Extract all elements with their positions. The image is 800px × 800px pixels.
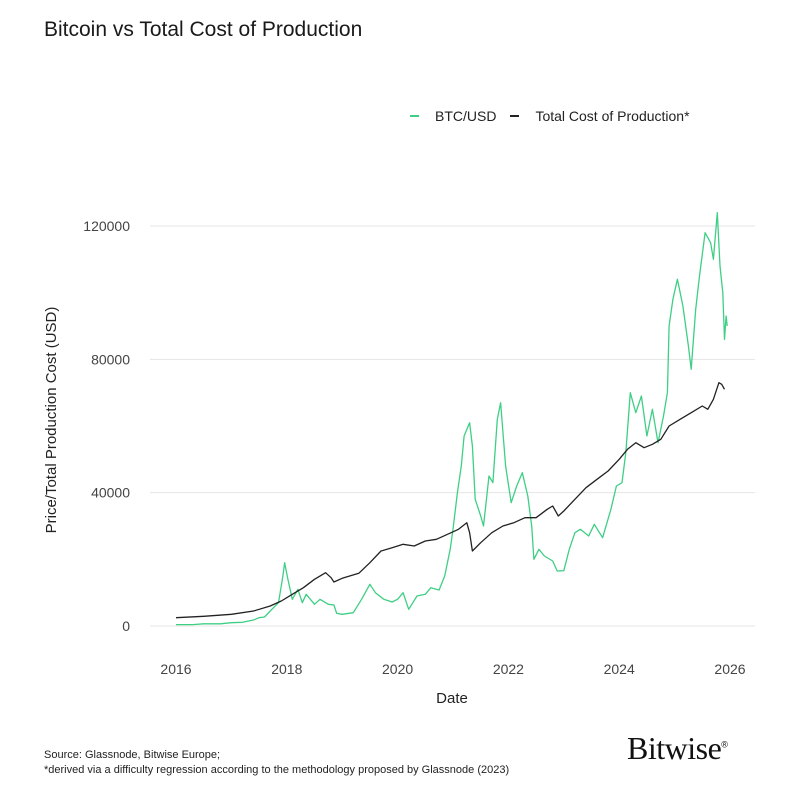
y-tick-label: 120000 xyxy=(83,218,130,234)
legend-swatch-cost xyxy=(510,115,520,117)
y-tick-label: 0 xyxy=(122,618,130,634)
footnote-text: *derived via a difficulty regression acc… xyxy=(44,764,510,776)
legend-swatch-btc xyxy=(410,115,419,117)
legend-item-btc: BTC/USD xyxy=(410,108,496,124)
y-tick-label: 40000 xyxy=(91,485,130,501)
x-tick-label: 2020 xyxy=(382,661,413,677)
legend-label-cost: Total Cost of Production* xyxy=(535,108,690,124)
bitwise-logo: Bitwise® xyxy=(627,730,728,766)
y-axis-label: Price/Total Production Cost (USD) xyxy=(43,307,60,534)
x-tick-label: 2016 xyxy=(160,661,191,677)
legend-item-cost: Total Cost of Production* xyxy=(510,108,690,124)
btc-usd-line xyxy=(176,212,728,626)
legend: BTC/USD Total Cost of Production* xyxy=(410,108,690,124)
x-tick-label: 2022 xyxy=(493,661,524,677)
x-tick-label: 2018 xyxy=(271,661,302,677)
cost-of-production-line xyxy=(175,382,726,619)
source-text: Source: Glassnode, Bitwise Europe; xyxy=(44,749,221,761)
x-tick-label: 2024 xyxy=(604,661,635,677)
y-tick-label: 80000 xyxy=(91,351,130,367)
x-axis-label: Date xyxy=(436,690,468,707)
footer-notes: Source: Glassnode, Bitwise Europe; *deri… xyxy=(44,748,509,778)
x-tick-label: 2026 xyxy=(714,661,745,677)
legend-label-btc: BTC/USD xyxy=(435,108,497,124)
chart-title: Bitcoin vs Total Cost of Production xyxy=(44,18,363,41)
